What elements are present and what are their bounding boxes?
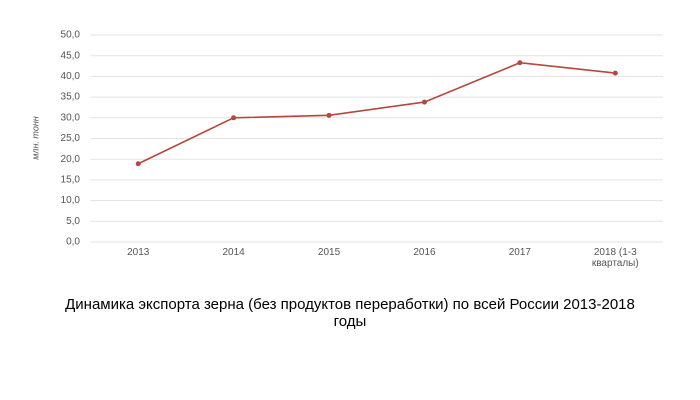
x-tick-label: 2016 bbox=[413, 247, 436, 258]
point bbox=[135, 161, 141, 167]
x-tick-label: 2015 bbox=[317, 247, 341, 258]
point bbox=[231, 115, 237, 121]
y-tick-label: 40,0 bbox=[61, 71, 81, 82]
line bbox=[137, 61, 616, 165]
y-tick-label: 50,0 bbox=[61, 30, 81, 41]
point bbox=[421, 99, 427, 105]
y-tick-label: 10,0 bbox=[61, 195, 81, 206]
y-tick-label: 25,0 bbox=[61, 133, 81, 144]
point bbox=[612, 70, 618, 76]
x-tick-label: 2017 bbox=[508, 247, 531, 258]
y-tick-label: 45,0 bbox=[61, 50, 81, 61]
point bbox=[517, 60, 523, 66]
x-tick-label: 2013 bbox=[127, 247, 150, 258]
y-tick-label: 35,0 bbox=[61, 92, 81, 103]
x-tick-label: 2014 bbox=[222, 247, 245, 258]
y-tick-label: 20,0 bbox=[61, 154, 81, 165]
x-tick-label: 2018 (1-3 кварталы) bbox=[591, 247, 639, 269]
y-tick-label: 30,0 bbox=[61, 112, 81, 123]
chart-title: Динамика экспорта зерна (без продуктов п… bbox=[65, 296, 635, 330]
point bbox=[326, 112, 332, 118]
y-tick-label: 5,0 bbox=[66, 216, 80, 227]
y-axis-label: млн. тонн bbox=[30, 116, 40, 160]
y-tick-label: 15,0 bbox=[61, 175, 81, 186]
y-tick-label: 0,0 bbox=[66, 237, 80, 248]
